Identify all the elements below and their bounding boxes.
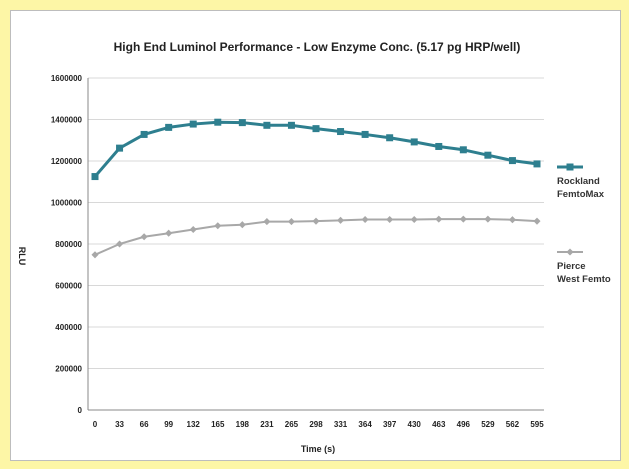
data-point [189, 120, 197, 128]
data-point [263, 218, 271, 226]
legend-marker [566, 163, 574, 171]
data-point [189, 225, 197, 234]
x-tick-label: 529 [481, 420, 495, 429]
line-chart: High End Luminol Performance - Low Enzym… [17, 40, 611, 454]
x-tick-label: 231 [260, 420, 274, 429]
data-point [533, 217, 541, 225]
legend-marker [566, 248, 574, 256]
x-tick-label: 99 [164, 420, 173, 429]
y-tick-label: 1400000 [51, 116, 83, 125]
data-point [508, 157, 516, 165]
x-tick-label: 430 [408, 420, 422, 429]
data-point [165, 123, 173, 131]
y-tick-labels: 0 200000 400000 600000 800000 1000000 1200000 1… [51, 74, 83, 415]
data-point [337, 216, 345, 224]
legend-label: FemtoMax [557, 189, 605, 200]
data-point [484, 215, 492, 223]
data-point [533, 160, 541, 168]
y-tick-label: 800000 [55, 240, 82, 249]
data-point [312, 125, 320, 133]
x-tick-label: 562 [506, 420, 520, 429]
data-point [337, 128, 345, 136]
data-point [91, 251, 99, 259]
data-point [435, 142, 443, 150]
data-point [263, 121, 271, 129]
x-tick-label: 33 [115, 420, 124, 429]
data-point [459, 215, 467, 223]
x-tick-label: 198 [236, 420, 250, 429]
legend-label: West Femto [557, 274, 611, 285]
x-tick-label: 331 [334, 420, 348, 429]
data-point [410, 215, 418, 224]
data-point [214, 222, 222, 230]
data-point [91, 173, 99, 181]
x-tick-label: 0 [93, 420, 98, 429]
data-point [484, 151, 492, 159]
data-point [361, 130, 369, 138]
data-point [116, 240, 124, 248]
data-point [386, 215, 394, 224]
data-point [459, 146, 467, 154]
legend-label: Rockland [557, 176, 600, 187]
y-tick-label: 1200000 [51, 157, 83, 166]
data-point [410, 138, 418, 146]
x-tick-labels: 0 33 66 99 132 165 198 231 265 298 331 364 397 430 463… [93, 420, 544, 429]
legend: Rockland FemtoMax Pierce West Femto [557, 163, 611, 285]
data-point [238, 221, 246, 229]
data-point [214, 118, 222, 126]
data-point [386, 134, 394, 142]
legend-label: Pierce [557, 261, 586, 272]
data-point [287, 121, 295, 129]
x-tick-label: 364 [358, 420, 372, 429]
data-point [508, 216, 516, 224]
data-point [165, 229, 173, 237]
data-point [140, 130, 148, 138]
x-tick-label: 66 [140, 420, 149, 429]
chart-frame: High End Luminol Performance - Low Enzym… [10, 10, 621, 461]
x-tick-label: 165 [211, 420, 225, 429]
chart-title: High End Luminol Performance - Low Enzym… [114, 40, 521, 54]
data-point [312, 217, 320, 225]
x-tick-label: 463 [432, 420, 446, 429]
data-point [140, 233, 148, 241]
y-tick-label: 0 [78, 406, 83, 415]
x-tick-label: 496 [457, 420, 471, 429]
data-point [238, 119, 246, 127]
y-tick-label: 1000000 [51, 199, 83, 208]
y-axis-label: RLU [17, 247, 27, 266]
x-tick-label: 397 [383, 420, 397, 429]
y-tick-label: 400000 [55, 323, 82, 332]
x-axis-label: Time (s) [301, 444, 335, 454]
x-tick-label: 298 [309, 420, 323, 429]
y-tick-label: 200000 [55, 365, 82, 374]
gridlines [87, 77, 544, 411]
data-point [116, 144, 124, 152]
data-point [435, 215, 443, 223]
data-point [287, 218, 295, 226]
y-tick-label: 1600000 [51, 74, 83, 83]
x-tick-label: 132 [187, 420, 201, 429]
series-group [91, 118, 541, 259]
x-tick-label: 265 [285, 420, 299, 429]
x-tick-label: 595 [530, 420, 544, 429]
data-point [361, 215, 369, 224]
y-tick-label: 600000 [55, 282, 82, 291]
